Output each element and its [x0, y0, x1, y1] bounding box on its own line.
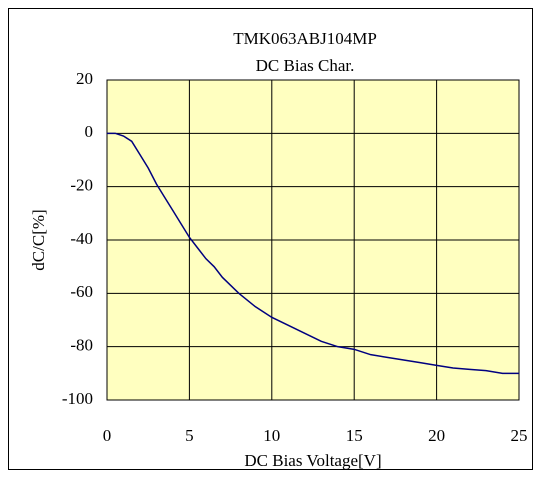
chart-subtitle: DC Bias Char. [256, 56, 355, 75]
x-tick-label: 10 [263, 426, 280, 445]
chart-title: TMK063ABJ104MP [233, 29, 377, 48]
x-tick-label: 15 [346, 426, 363, 445]
y-tick-label: -20 [70, 176, 93, 195]
y-tick-label: -100 [62, 389, 93, 408]
y-tick-label: -40 [70, 229, 93, 248]
x-axis-label: DC Bias Voltage[V] [244, 451, 381, 470]
y-axis-label: dC/C[%] [29, 209, 48, 270]
x-tick-label: 0 [103, 426, 112, 445]
data-line [107, 132, 519, 375]
x-tick-label: 20 [428, 426, 445, 445]
y-tick-label: -80 [70, 336, 93, 355]
y-tick-label: -60 [70, 282, 93, 301]
plot-border [106, 79, 520, 401]
x-tick-label: 5 [185, 426, 194, 445]
y-tick-label: 20 [76, 69, 93, 88]
y-tick-label: 0 [85, 122, 94, 141]
x-tick-label: 25 [511, 426, 528, 445]
